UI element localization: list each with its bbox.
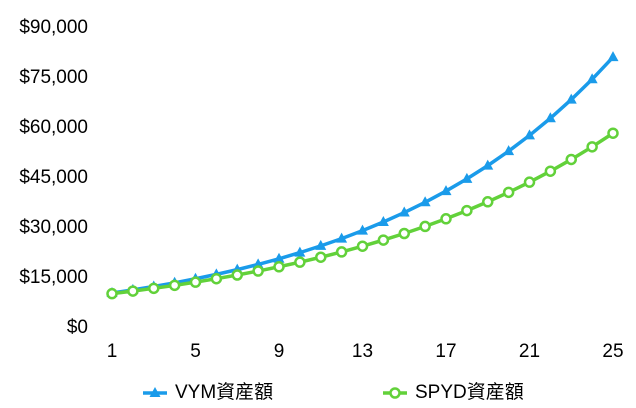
x-tick-label: 13 bbox=[352, 341, 373, 362]
data-point bbox=[502, 186, 515, 199]
x-tick-label: 9 bbox=[274, 341, 285, 362]
data-point bbox=[336, 232, 348, 243]
data-point bbox=[315, 239, 327, 250]
data-point bbox=[586, 73, 598, 84]
data-point bbox=[106, 287, 118, 300]
y-tick-label: $0 bbox=[67, 317, 88, 338]
legend-label: VYM資産額 bbox=[175, 381, 273, 403]
data-point bbox=[440, 185, 452, 196]
data-point bbox=[252, 258, 264, 269]
data-point bbox=[168, 279, 181, 292]
data-point bbox=[377, 234, 390, 246]
y-tick-label: $90,000 bbox=[19, 17, 88, 38]
data-point bbox=[565, 153, 577, 166]
data-point bbox=[461, 204, 473, 217]
data-point bbox=[607, 51, 619, 62]
x-tick-label: 25 bbox=[602, 341, 623, 362]
data-point bbox=[419, 196, 431, 207]
x-tick-label: 5 bbox=[190, 341, 201, 362]
data-point bbox=[398, 206, 410, 217]
data-point bbox=[294, 256, 306, 268]
data-point bbox=[544, 165, 557, 177]
data-point bbox=[273, 252, 285, 263]
x-tick-label: 21 bbox=[519, 341, 540, 362]
data-point bbox=[503, 145, 515, 156]
data-point bbox=[148, 282, 160, 295]
data-point bbox=[419, 220, 431, 233]
data-point bbox=[607, 127, 619, 139]
data-point bbox=[398, 227, 410, 240]
data-point bbox=[482, 196, 494, 208]
data-point bbox=[524, 129, 535, 140]
data-point bbox=[356, 240, 369, 252]
y-tick-label: $45,000 bbox=[19, 167, 88, 188]
data-point bbox=[252, 265, 264, 277]
data-point bbox=[482, 159, 494, 170]
y-tick-label: $60,000 bbox=[19, 117, 88, 138]
data-point bbox=[335, 246, 348, 258]
y-tick-label: $15,000 bbox=[19, 267, 88, 288]
data-point bbox=[357, 224, 368, 235]
legend-marker bbox=[149, 387, 161, 397]
data-point bbox=[315, 251, 327, 263]
data-point bbox=[127, 285, 139, 297]
x-tick-label: 1 bbox=[107, 341, 118, 362]
data-point bbox=[189, 276, 202, 288]
data-point bbox=[273, 261, 285, 273]
data-point bbox=[523, 176, 536, 188]
series-line bbox=[111, 131, 614, 296]
data-point bbox=[544, 112, 556, 123]
data-point bbox=[210, 272, 223, 285]
data-point bbox=[586, 141, 598, 153]
data-point bbox=[294, 246, 306, 257]
y-tick-label: $30,000 bbox=[19, 217, 88, 238]
data-point bbox=[377, 215, 389, 226]
y-tick-label: $75,000 bbox=[19, 67, 88, 88]
data-point bbox=[440, 213, 452, 225]
series-line bbox=[111, 55, 615, 295]
data-point bbox=[565, 93, 577, 104]
x-tick-label: 17 bbox=[435, 341, 456, 362]
data-point bbox=[231, 269, 243, 281]
legend-label: SPYD資産額 bbox=[415, 381, 524, 403]
data-point bbox=[461, 172, 473, 183]
legend-marker bbox=[389, 387, 401, 399]
